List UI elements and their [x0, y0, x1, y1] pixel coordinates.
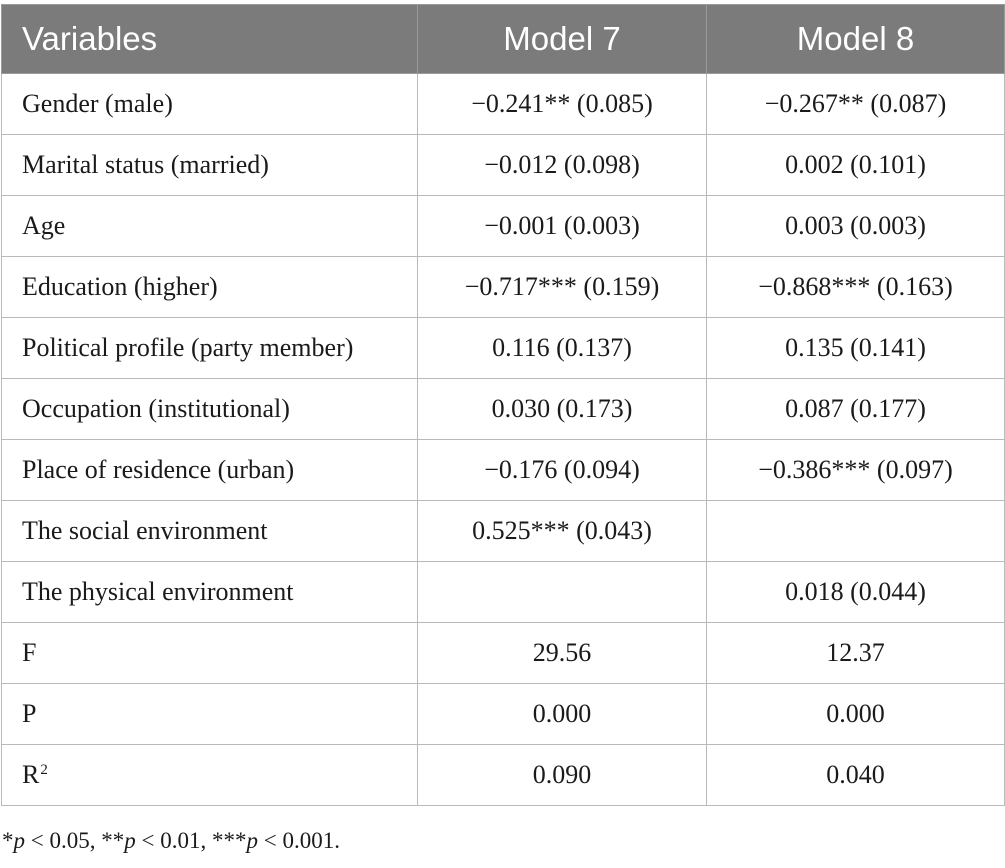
header-variables: Variables	[1, 4, 418, 74]
variable-cell: The social environment	[1, 500, 418, 562]
model-7-cell: 0.090	[417, 744, 707, 806]
variable-cell: F	[1, 622, 418, 684]
variable-cell: R2	[1, 744, 418, 806]
footnote-part-italic: p	[246, 828, 258, 853]
variable-cell: Occupation (institutional)	[1, 378, 418, 440]
table-row: P 0.000 0.000	[1, 683, 1005, 745]
header-row: Variables Model 7 Model 8	[1, 4, 1005, 74]
table-body: Gender (male) −0.241** (0.085) −0.267** …	[1, 73, 1005, 806]
table-row: The social environment 0.525*** (0.043)	[1, 500, 1005, 562]
model-8-cell: 12.37	[706, 622, 1005, 684]
model-8-cell	[706, 500, 1005, 562]
model-7-cell	[417, 561, 707, 623]
header-model-8: Model 8	[706, 4, 1005, 74]
regression-table: Variables Model 7 Model 8 Gender (male) …	[1, 4, 1005, 806]
table-row: Political profile (party member) 0.116 (…	[1, 317, 1005, 379]
table-row: Occupation (institutional) 0.030 (0.173)…	[1, 378, 1005, 440]
model-8-cell: −0.868*** (0.163)	[706, 256, 1005, 318]
variable-cell: Marital status (married)	[1, 134, 418, 196]
variable-cell: The physical environment	[1, 561, 418, 623]
footnote-part: *	[2, 828, 14, 853]
model-8-cell: 0.087 (0.177)	[706, 378, 1005, 440]
model-8-cell: 0.018 (0.044)	[706, 561, 1005, 623]
variable-cell: Gender (male)	[1, 73, 418, 135]
model-8-cell: 0.040	[706, 744, 1005, 806]
footnote-part: < 0.05, **	[25, 828, 125, 853]
model-7-cell: −0.717*** (0.159)	[417, 256, 707, 318]
model-7-cell: 0.030 (0.173)	[417, 378, 707, 440]
model-8-cell: 0.003 (0.003)	[706, 195, 1005, 257]
model-7-cell: −0.241** (0.085)	[417, 73, 707, 135]
variable-cell: Education (higher)	[1, 256, 418, 318]
table-row: Place of residence (urban) −0.176 (0.094…	[1, 439, 1005, 501]
table-row: Age −0.001 (0.003) 0.003 (0.003)	[1, 195, 1005, 257]
model-8-cell: −0.386*** (0.097)	[706, 439, 1005, 501]
footnote-part-italic: p	[124, 828, 136, 853]
footnote-part: < 0.01, ***	[135, 828, 247, 853]
significance-footnote: *p < 0.05, **p < 0.01, ***p < 0.001.	[2, 828, 340, 854]
table-row: Education (higher) −0.717*** (0.159) −0.…	[1, 256, 1005, 318]
model-7-cell: −0.001 (0.003)	[417, 195, 707, 257]
model-8-cell: 0.000	[706, 683, 1005, 745]
table-row: F 29.56 12.37	[1, 622, 1005, 684]
footnote-part-italic: p	[13, 828, 26, 853]
table-header: Variables Model 7 Model 8	[1, 4, 1005, 74]
model-7-cell: 29.56	[417, 622, 707, 684]
model-7-cell: 0.525*** (0.043)	[417, 500, 707, 562]
table-row: The physical environment 0.018 (0.044)	[1, 561, 1005, 623]
table-row: Marital status (married) −0.012 (0.098) …	[1, 134, 1005, 196]
r-squared-base: R	[22, 760, 40, 789]
model-7-cell: −0.176 (0.094)	[417, 439, 707, 501]
model-8-cell: 0.002 (0.101)	[706, 134, 1005, 196]
model-8-cell: 0.135 (0.141)	[706, 317, 1005, 379]
model-8-cell: −0.267** (0.087)	[706, 73, 1005, 135]
header-model-7: Model 7	[417, 4, 707, 74]
variable-cell: Place of residence (urban)	[1, 439, 418, 501]
footnote-part: < 0.001.	[257, 828, 340, 853]
table-row: R2 0.090 0.040	[1, 744, 1005, 806]
model-7-cell: 0.116 (0.137)	[417, 317, 707, 379]
variable-cell: P	[1, 683, 418, 745]
variable-cell: Political profile (party member)	[1, 317, 418, 379]
table-row: Gender (male) −0.241** (0.085) −0.267** …	[1, 73, 1005, 135]
model-7-cell: 0.000	[417, 683, 707, 745]
model-7-cell: −0.012 (0.098)	[417, 134, 707, 196]
r-squared-superscript: 2	[40, 762, 48, 778]
variable-cell: Age	[1, 195, 418, 257]
